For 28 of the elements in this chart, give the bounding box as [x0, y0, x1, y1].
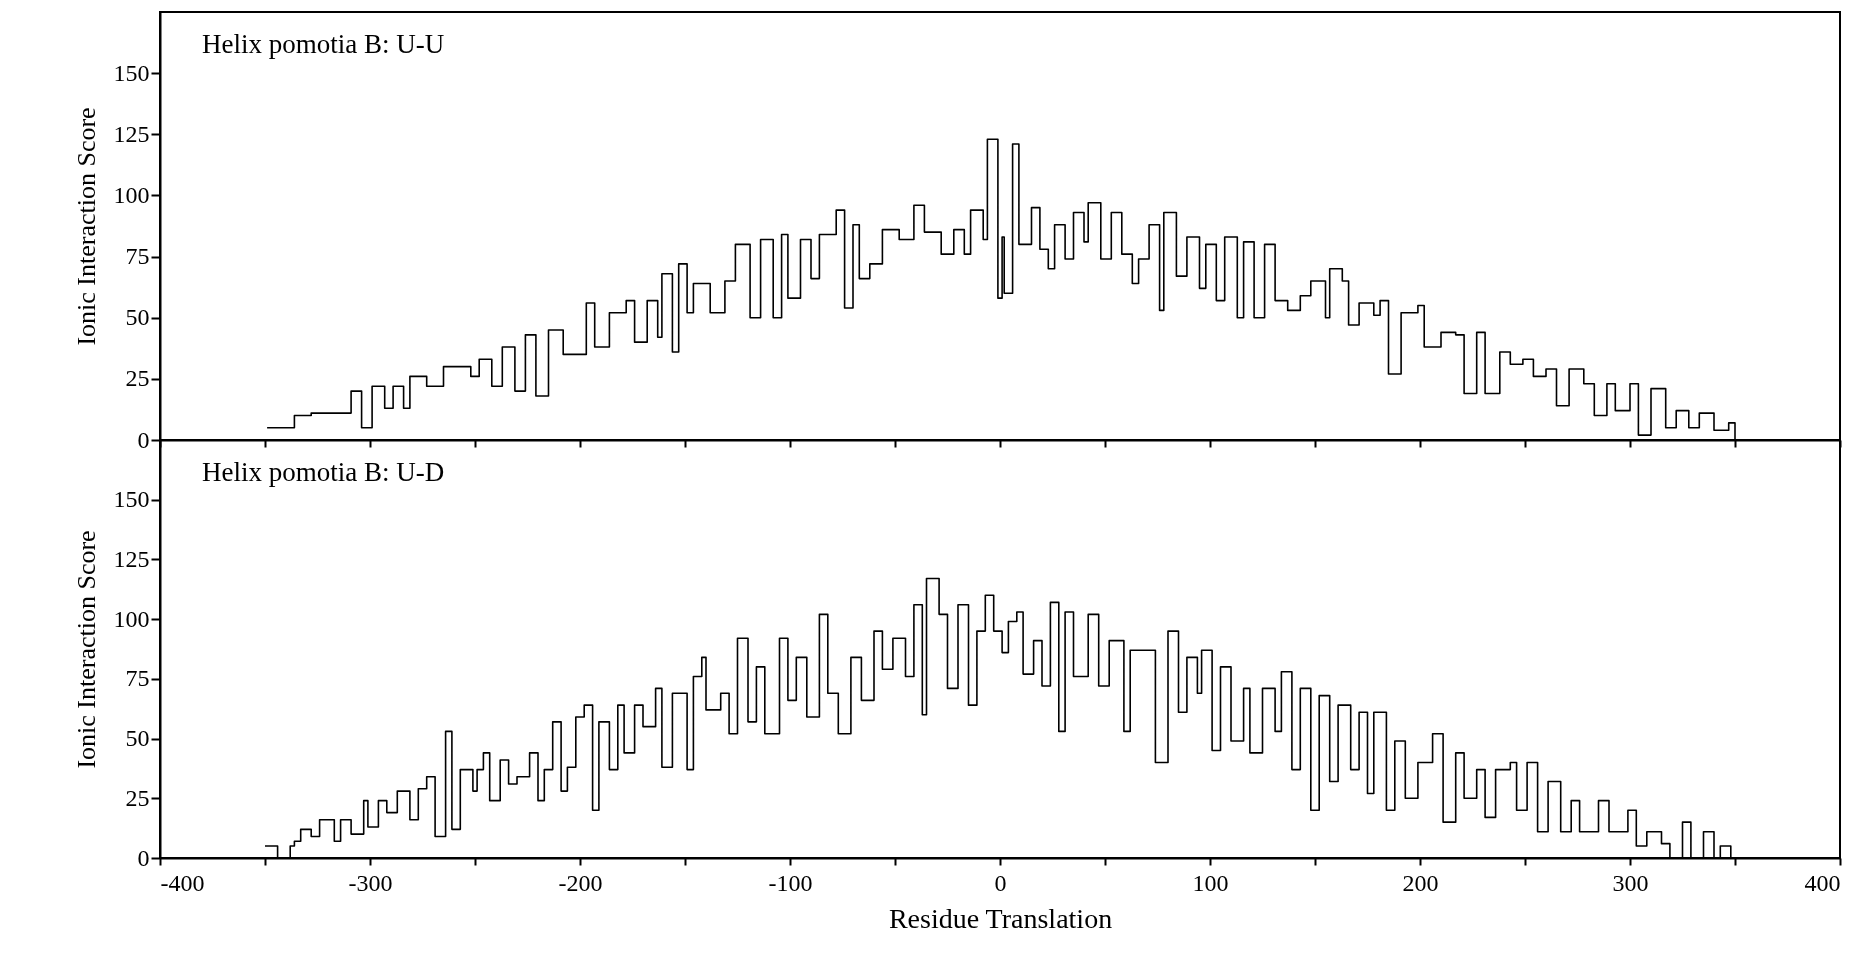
- x-tick-label: -100: [768, 869, 813, 896]
- y-tick-label: 0: [137, 844, 150, 871]
- y-tick-label: 125: [113, 120, 150, 147]
- y-axis-title: Ionic Interaction Score: [71, 530, 101, 769]
- y-tick-label: 0: [137, 426, 150, 453]
- y-tick-label: 50: [125, 725, 150, 752]
- y-tick-label: 25: [125, 365, 150, 392]
- x-axis-title: Residue Translation: [888, 902, 1113, 934]
- y-tick-label: 75: [125, 243, 150, 270]
- y-tick-label: 125: [113, 545, 150, 572]
- x-tick-label: -300: [348, 869, 393, 896]
- y-tick-label: 50: [125, 304, 150, 331]
- y-tick-label: 75: [125, 665, 150, 692]
- x-tick-label: 300: [1612, 869, 1649, 896]
- x-tick-label: 0: [994, 869, 1007, 896]
- y-tick-label: 100: [113, 181, 150, 208]
- x-tick-label: -200: [558, 869, 603, 896]
- annotation: Helix pomotia B: U-U: [202, 29, 445, 59]
- y-tick-label: 150: [113, 486, 150, 513]
- x-tick-label: 200: [1402, 869, 1439, 896]
- annotation: Helix pomotia B: U-D: [202, 457, 445, 487]
- y-tick-label: 25: [125, 784, 150, 811]
- x-tick-label: 400: [1804, 869, 1841, 896]
- y-axis-title: Ionic Interaction Score: [71, 107, 101, 346]
- x-tick-label: 100: [1192, 869, 1229, 896]
- y-tick-label: 150: [113, 59, 150, 86]
- x-tick-label: -400: [160, 869, 205, 896]
- y-tick-label: 100: [113, 605, 150, 632]
